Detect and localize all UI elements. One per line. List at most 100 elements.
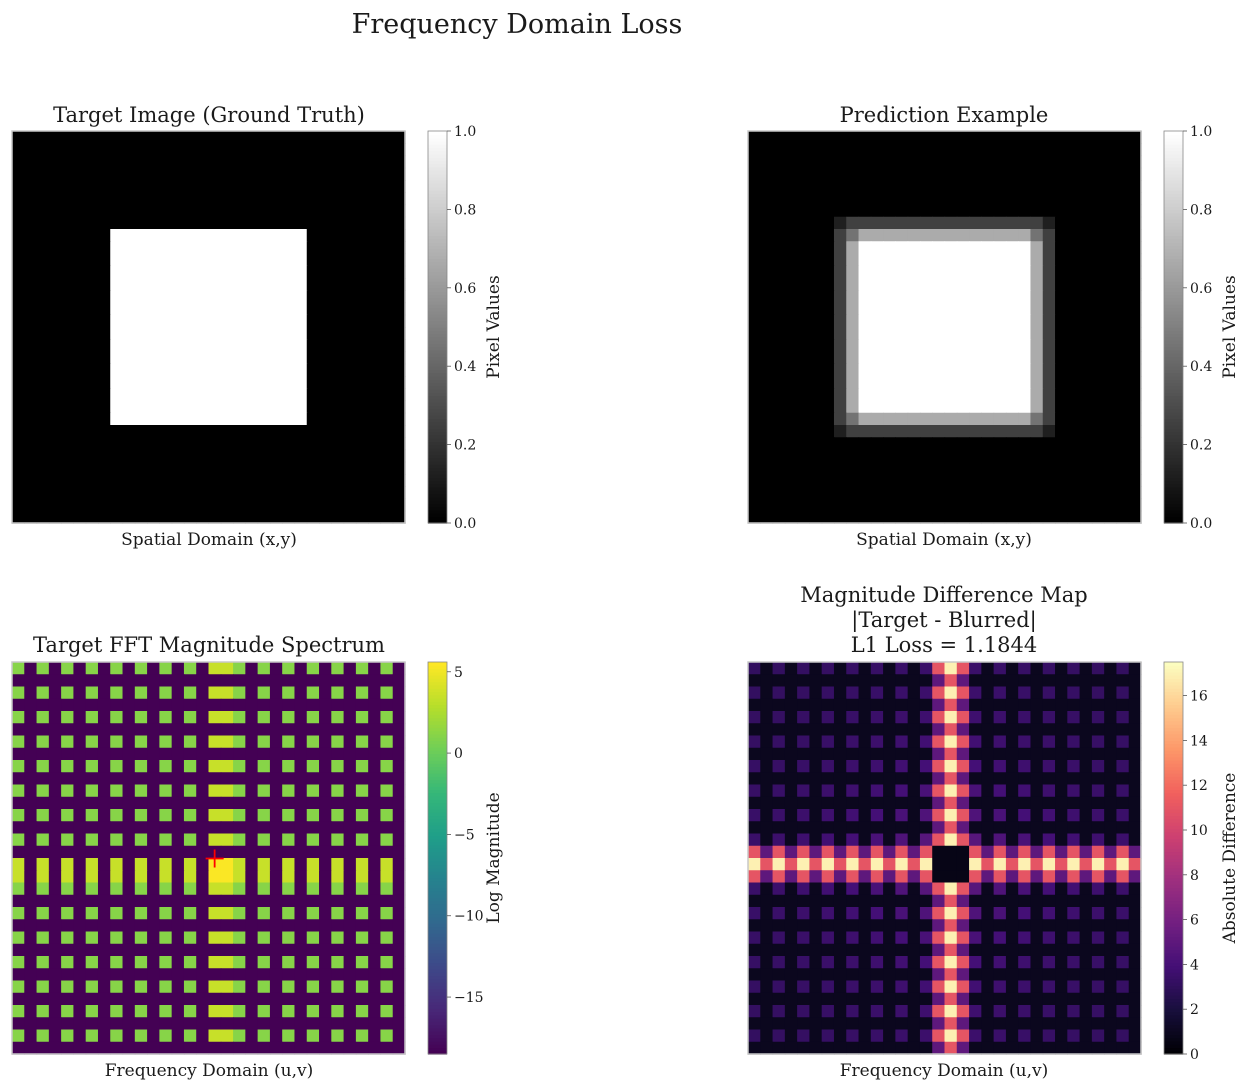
prediction-cell [1042, 425, 1056, 438]
target-cell [368, 314, 382, 328]
fft-cell [368, 747, 382, 761]
prediction-cell [944, 155, 958, 169]
fft-cell [171, 833, 185, 847]
difference-cell [833, 992, 847, 1006]
target-colorbar-segment [428, 431, 447, 436]
fft-cell [294, 845, 308, 859]
prediction-cell [797, 351, 811, 365]
fft-cell [319, 821, 332, 835]
prediction-colorbar-segment [1164, 496, 1183, 501]
fft-cell [48, 943, 62, 957]
fft-cell [368, 833, 382, 847]
prediction-cell [760, 216, 774, 230]
fft-cell [282, 907, 296, 920]
difference-colorbar-frame [1163, 661, 1184, 1055]
target-cell [48, 351, 62, 365]
difference-cell [883, 894, 896, 908]
prediction-cell [944, 229, 958, 242]
fft-cell [319, 1041, 332, 1055]
fft-cell [183, 980, 197, 994]
fft-cell [306, 882, 320, 896]
prediction-cell [1030, 449, 1044, 463]
target-cell [380, 180, 394, 193]
prediction-colorbar-segment [1164, 202, 1183, 207]
fft-cell [36, 956, 50, 969]
fft-cell [122, 747, 136, 761]
target-cell [368, 376, 382, 389]
target-cell [36, 363, 50, 377]
fft-cell [306, 992, 320, 1006]
fft-cell [392, 968, 406, 982]
target-colorbar-segment [428, 300, 447, 305]
difference-cell [956, 956, 970, 969]
difference-cell [760, 662, 774, 675]
fft-cell [294, 747, 308, 761]
fft-cell [331, 894, 345, 908]
prediction-cell [1128, 425, 1142, 438]
prediction-cell [821, 376, 835, 389]
prediction-cell [1018, 376, 1032, 389]
target-cell [282, 155, 296, 169]
target-cell [97, 278, 111, 291]
difference-cell [858, 845, 872, 859]
prediction-cell [1091, 241, 1105, 255]
target-cell [61, 388, 75, 402]
target-cell [208, 376, 222, 389]
fft-cell [355, 968, 369, 982]
difference-cell [969, 760, 982, 773]
fft-cell [294, 980, 308, 994]
fft-cell [147, 698, 160, 712]
prediction-cell [1067, 265, 1081, 279]
target-cell [122, 167, 136, 181]
target-cell [24, 241, 38, 255]
target-colorbar-segment [428, 180, 447, 184]
prediction-cell [944, 143, 958, 157]
target-cell [380, 461, 394, 475]
difference-colorbar-segment [1164, 998, 1183, 1003]
fft-cell [245, 686, 259, 700]
prediction-cell [846, 363, 860, 377]
difference-cell [833, 858, 847, 871]
prediction-cell [1030, 400, 1044, 414]
difference-cell [1116, 662, 1130, 675]
prediction-cell [944, 278, 958, 291]
fft-cell [343, 1041, 357, 1055]
prediction-cell [1030, 253, 1044, 267]
difference-cell [1079, 747, 1093, 761]
fft-cell [257, 772, 271, 786]
difference-cell [969, 931, 982, 945]
difference-cell [760, 1005, 774, 1018]
difference-colorbar-segment [1164, 991, 1183, 996]
target-cell [183, 363, 197, 377]
prediction-cell [944, 351, 958, 365]
difference-cell [1116, 845, 1130, 859]
target-cell [306, 265, 320, 279]
difference-cell [1030, 1005, 1044, 1018]
fft-cell [257, 796, 271, 810]
fft-cell [110, 686, 124, 700]
prediction-cell [1055, 216, 1068, 230]
target-cell [208, 486, 222, 500]
prediction-cell [1042, 180, 1056, 193]
target-cell [12, 192, 25, 206]
difference-cell [944, 784, 958, 798]
prediction-cell [760, 327, 774, 340]
prediction-cell [1104, 229, 1118, 242]
difference-cell [1091, 723, 1105, 737]
prediction-cell [1079, 216, 1093, 230]
target-cell [24, 449, 38, 463]
difference-cell [748, 968, 761, 982]
prediction-colorbar-segment [1164, 385, 1183, 390]
difference-cell [809, 894, 823, 908]
difference-cell [895, 821, 909, 835]
difference-cell [797, 858, 811, 871]
difference-cell [760, 907, 774, 920]
difference-cell [969, 1029, 982, 1043]
prediction-cell [956, 253, 970, 267]
difference-cell [809, 662, 823, 675]
prediction-cell [932, 265, 946, 279]
difference-cell [809, 882, 823, 896]
difference-cell [1091, 833, 1105, 847]
target-cell [134, 143, 148, 157]
